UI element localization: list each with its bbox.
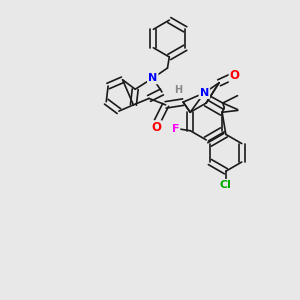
Text: O: O [230, 69, 240, 82]
Text: Cl: Cl [220, 180, 232, 190]
Text: N: N [200, 88, 209, 98]
Text: O: O [152, 122, 161, 134]
Text: H: H [175, 85, 183, 95]
Text: N: N [148, 73, 158, 83]
Text: F: F [172, 124, 179, 134]
